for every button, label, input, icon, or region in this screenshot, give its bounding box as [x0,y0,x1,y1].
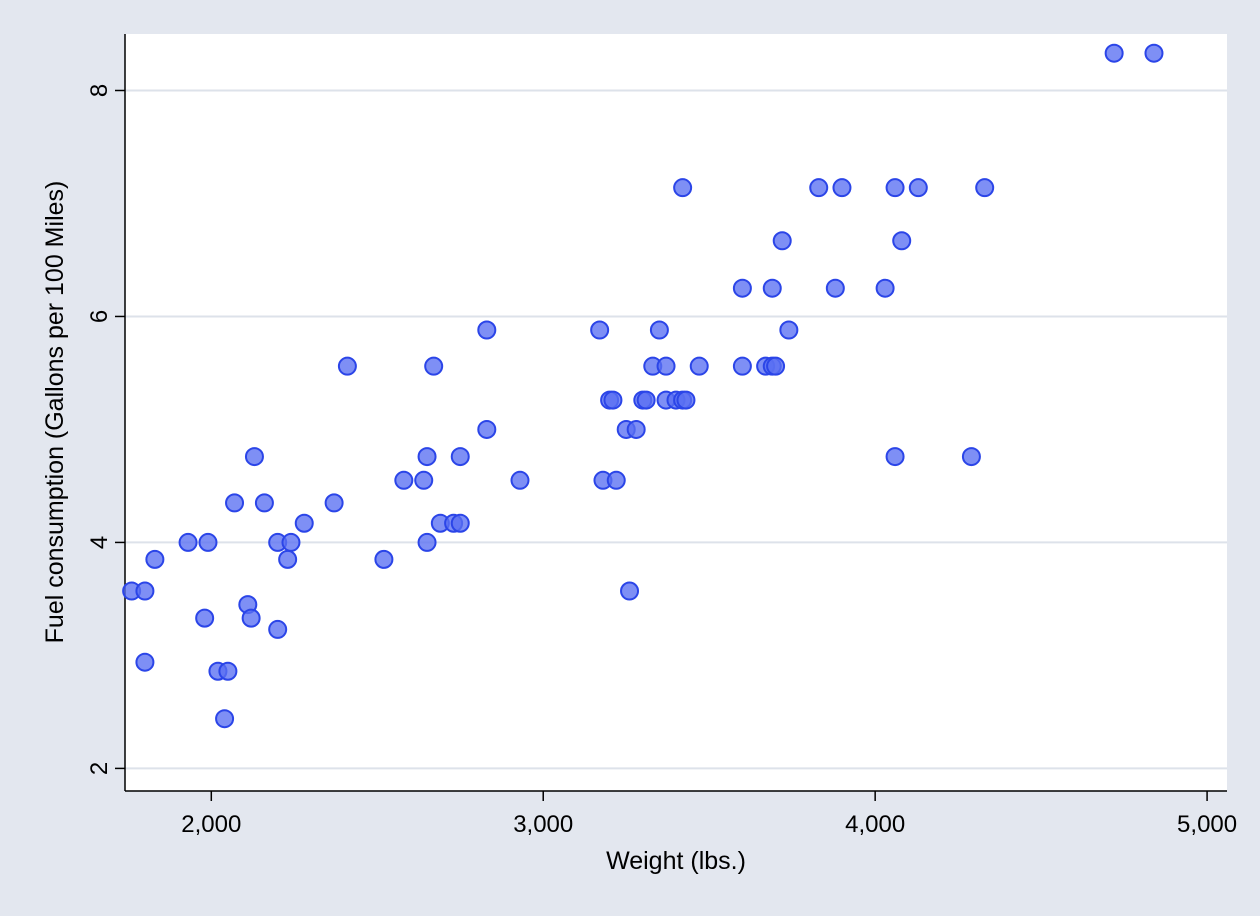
data-point [676,390,696,410]
data-point [215,709,235,729]
data-point [424,356,444,376]
data-point [875,278,895,298]
data-point [337,356,357,376]
data-point [417,532,437,552]
data-point [825,278,845,298]
y-tick-label: 2 [86,762,113,775]
data-point [603,390,623,410]
data-point [606,470,626,490]
y-axis-title: Fuel consumption (Gallons per 100 Miles) [41,181,69,644]
data-point [732,356,752,376]
data-point [689,356,709,376]
data-point [656,356,676,376]
data-points [122,43,1164,729]
data-point [732,278,752,298]
data-point [254,493,274,513]
data-point [772,231,792,251]
data-point [218,661,238,681]
ticks: 2 4 6 8 2,000 3,000 4,000 5,000 [86,84,1237,838]
x-axis-title: Weight (lbs.) [606,847,746,875]
data-point [1144,43,1164,63]
data-point [324,493,344,513]
data-point [225,493,245,513]
y-tick-label: 8 [86,84,113,97]
data-point [885,447,905,467]
y-tick-label: 6 [86,310,113,323]
data-point [417,447,437,467]
data-point [450,513,470,533]
data-point [766,356,786,376]
data-point [975,178,995,198]
data-point [832,178,852,198]
data-point [294,513,314,533]
data-point [908,178,928,198]
data-point [1104,43,1124,63]
data-point [278,549,298,569]
data-point [809,178,829,198]
data-point [762,278,782,298]
data-point [135,581,155,601]
plot-area [125,34,1227,791]
data-point [450,447,470,467]
data-point [649,320,669,340]
x-tick-label: 2,000 [181,811,241,838]
data-point [414,470,434,490]
data-point [198,532,218,552]
data-point [281,532,301,552]
data-point [195,608,215,628]
data-point [145,549,165,569]
data-point [135,652,155,672]
x-tick-label: 5,000 [1177,811,1237,838]
data-point [374,549,394,569]
x-tick-label: 3,000 [513,811,573,838]
data-point [636,390,656,410]
y-tick-label: 4 [86,536,113,549]
data-point [477,320,497,340]
data-point [885,178,905,198]
data-point [244,447,264,467]
data-point [961,447,981,467]
data-point [892,231,912,251]
data-point [620,581,640,601]
x-tick-label: 4,000 [845,811,905,838]
gridlines [125,89,1227,770]
data-point [590,320,610,340]
data-point [241,608,261,628]
data-point [394,470,414,490]
data-point [673,178,693,198]
data-point [268,619,288,639]
data-point [477,419,497,439]
data-point [510,470,530,490]
data-point [626,419,646,439]
axes [124,34,1227,792]
data-point [779,320,799,340]
data-point [178,532,198,552]
